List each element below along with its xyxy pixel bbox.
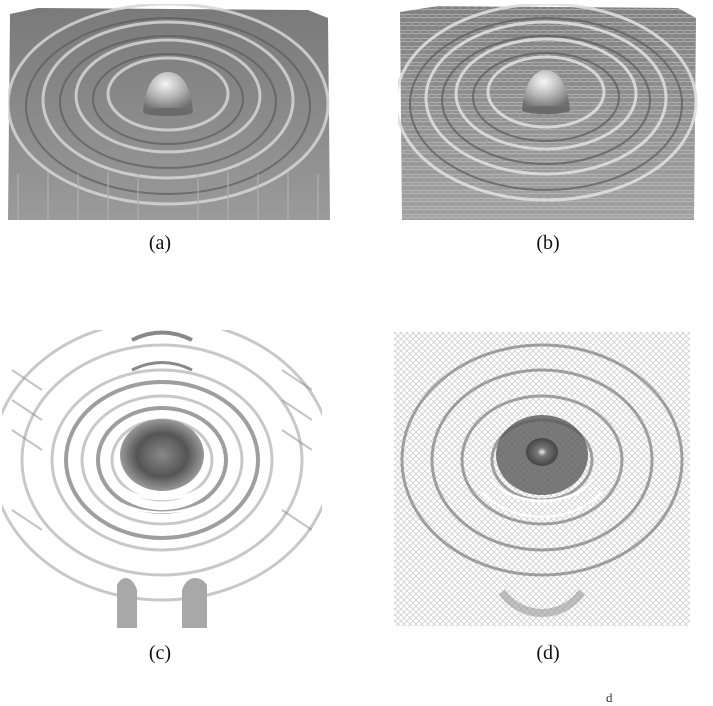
caption-d: (d) [536,642,560,664]
panel-c-image [2,330,322,628]
panel-a-image [8,4,330,220]
panel-b-image [398,4,698,220]
panel-d-image [392,330,692,628]
page-fragment: d [606,690,613,705]
caption-b: (b) [536,232,560,254]
caption-c: (c) [148,642,172,664]
caption-a: (a) [148,232,172,254]
